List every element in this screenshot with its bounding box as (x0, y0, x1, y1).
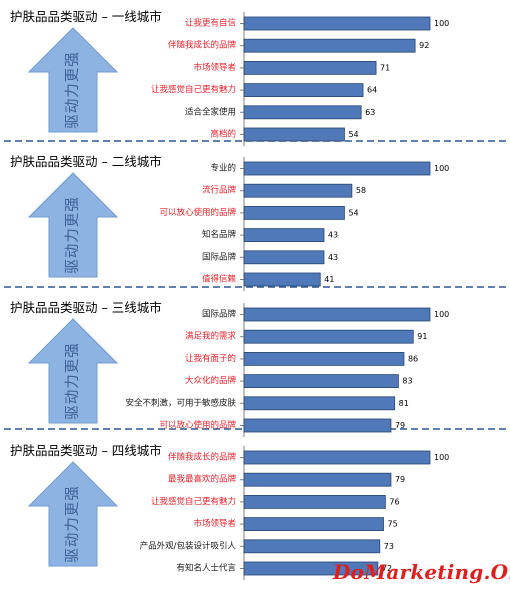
value-label: 83 (402, 377, 412, 386)
bar (243, 205, 345, 220)
value-label: 86 (408, 354, 418, 363)
value-label: 100 (434, 164, 449, 173)
bar (243, 161, 431, 176)
category-label: 最我最喜欢的品牌 (168, 474, 237, 485)
bar (243, 396, 396, 411)
panel-title: 护肤品品类驱动 – 四线城市 (10, 443, 162, 458)
category-label: 让我更有自信 (185, 18, 237, 29)
arrow-label: 驱动力更强 (64, 342, 81, 420)
value-label: 64 (367, 86, 377, 95)
category-label: 伴随我成长的品牌 (168, 40, 237, 51)
category-label: 伴随我成长的品牌 (168, 452, 237, 463)
up-arrow-icon (27, 318, 119, 424)
value-label: 63 (365, 108, 375, 117)
value-label: 75 (388, 520, 398, 529)
up-arrow-icon (27, 461, 119, 567)
category-label: 适合全家使用 (185, 106, 236, 117)
bar (243, 307, 431, 322)
category-label: 国际品牌 (202, 309, 237, 320)
bar (243, 83, 364, 97)
value-label: 79 (395, 475, 405, 484)
bar (243, 374, 399, 389)
category-label: 让我感觉自己更有魅力 (151, 496, 236, 507)
category-label: 可以放心使用的品牌 (159, 420, 236, 431)
value-label: 79 (395, 421, 405, 430)
bar (243, 105, 362, 120)
panel-title: 护肤品品类驱动 – 一线城市 (10, 9, 162, 24)
category-label: 专业的 (210, 163, 236, 174)
category-label: 满足我的需求 (185, 331, 237, 342)
bar (243, 494, 386, 509)
arrow-label: 驱动力更强 (64, 196, 81, 274)
bar (243, 539, 381, 554)
value-label: 100 (434, 310, 449, 319)
bar (243, 272, 321, 287)
category-label: 市场领导者 (193, 518, 236, 529)
panel-title: 护肤品品类驱动 – 三线城市 (10, 300, 162, 315)
value-label: 73 (384, 542, 394, 551)
arrow-label: 驱动力更强 (64, 51, 81, 129)
category-label: 值得信赖 (202, 274, 237, 285)
value-label: 71 (380, 63, 390, 72)
bar (243, 329, 414, 344)
category-label: 产品外观/包装设计吸引人 (140, 540, 237, 551)
bar (243, 16, 431, 31)
category-label: 让我感觉自己更有魅力 (151, 84, 236, 95)
bar (243, 183, 353, 198)
category-label: 市场领导者 (193, 62, 236, 73)
category-label: 流行品牌 (202, 185, 237, 196)
category-label: 大众化的品牌 (185, 375, 237, 386)
bar (243, 472, 392, 487)
value-label: 43 (328, 253, 338, 262)
bar (243, 228, 325, 243)
bar (243, 561, 379, 576)
category-label: 可以放心使用的品牌 (159, 207, 236, 218)
bar (243, 517, 384, 531)
category-label: 国际品牌 (202, 251, 237, 262)
value-label: 100 (434, 453, 449, 462)
category-label: 有知名人士代言 (176, 563, 236, 574)
value-label: 76 (389, 497, 399, 506)
bar (243, 250, 325, 265)
value-label: 58 (356, 186, 366, 195)
value-label: 41 (324, 275, 334, 284)
bar (243, 418, 392, 433)
arrow-label: 驱动力更强 (64, 485, 81, 563)
category-label: 高档的 (210, 129, 236, 140)
panel-title: 护肤品品类驱动 – 二线城市 (10, 154, 162, 169)
up-arrow-icon (27, 27, 119, 133)
value-label: 72 (382, 564, 392, 573)
value-label: 81 (399, 399, 409, 408)
bar (243, 38, 416, 53)
value-label: 91 (417, 332, 427, 341)
category-label: 让我有面子的 (185, 353, 236, 364)
bar (243, 61, 377, 75)
bar (243, 127, 345, 142)
up-arrow-icon (27, 172, 119, 278)
category-label: 安全不刺激，可用于敏感皮肤 (125, 397, 236, 408)
watermark-text: DoMarketing.Org (333, 560, 510, 584)
value-label: 54 (348, 208, 358, 217)
value-label: 92 (419, 41, 429, 50)
bar (243, 450, 431, 465)
category-label: 知名品牌 (202, 229, 237, 240)
value-label: 100 (434, 19, 449, 28)
value-label: 54 (348, 130, 358, 139)
bar (243, 351, 405, 366)
value-label: 43 (328, 231, 338, 240)
